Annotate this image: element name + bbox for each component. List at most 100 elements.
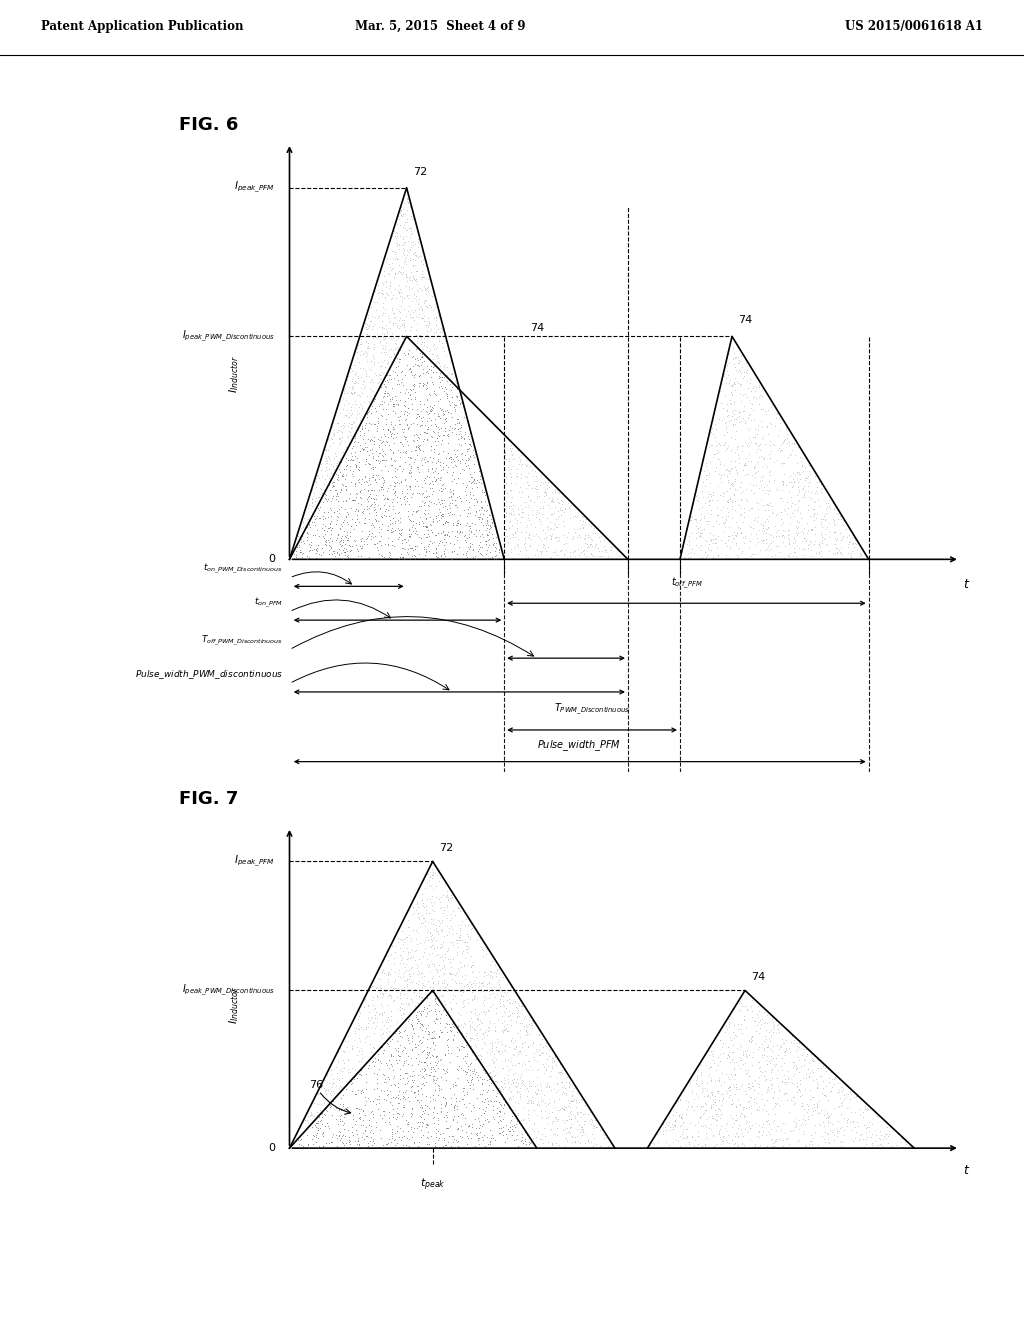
Point bbox=[868, 1105, 885, 1126]
Point bbox=[408, 1038, 424, 1059]
Point bbox=[527, 507, 544, 528]
Point bbox=[368, 510, 384, 531]
Point bbox=[398, 968, 415, 989]
Point bbox=[377, 487, 393, 508]
Point bbox=[460, 536, 476, 557]
Point bbox=[728, 1110, 744, 1131]
Point bbox=[797, 1049, 813, 1071]
Point bbox=[446, 1084, 463, 1105]
Point bbox=[424, 286, 440, 308]
Point bbox=[726, 998, 742, 1019]
Point bbox=[410, 1089, 426, 1110]
Point bbox=[393, 296, 410, 317]
Point bbox=[474, 1090, 490, 1111]
Point bbox=[458, 1034, 474, 1055]
Point bbox=[521, 1110, 538, 1131]
Point bbox=[477, 1019, 494, 1040]
Point bbox=[465, 952, 481, 973]
Point bbox=[739, 1047, 756, 1068]
Point bbox=[770, 408, 786, 429]
Point bbox=[393, 524, 410, 545]
Point bbox=[457, 1114, 473, 1135]
Point bbox=[372, 368, 388, 389]
Point bbox=[425, 356, 441, 378]
Point bbox=[327, 442, 343, 463]
Point bbox=[409, 330, 425, 351]
Point bbox=[423, 319, 439, 341]
Point bbox=[705, 490, 721, 511]
Point bbox=[379, 1018, 395, 1039]
Point bbox=[430, 325, 446, 346]
Point bbox=[344, 508, 360, 529]
Point bbox=[413, 347, 429, 368]
Point bbox=[396, 214, 413, 235]
Point bbox=[463, 957, 479, 978]
Point bbox=[513, 1065, 529, 1086]
Point bbox=[428, 1045, 444, 1067]
Point bbox=[463, 1052, 479, 1073]
Point bbox=[374, 317, 390, 338]
Point bbox=[430, 548, 446, 569]
Point bbox=[741, 404, 758, 425]
Point bbox=[404, 429, 421, 450]
Point bbox=[315, 1121, 332, 1142]
Point bbox=[487, 1019, 504, 1040]
Point bbox=[467, 998, 483, 1019]
Point bbox=[725, 414, 741, 436]
Point bbox=[513, 494, 529, 515]
Point bbox=[726, 527, 742, 548]
Point bbox=[413, 952, 429, 973]
Point bbox=[459, 939, 475, 960]
Point bbox=[740, 436, 757, 457]
Point bbox=[667, 1110, 683, 1131]
Point bbox=[725, 348, 741, 370]
Point bbox=[760, 1078, 776, 1100]
Point bbox=[338, 389, 354, 411]
Point bbox=[357, 507, 374, 528]
Point bbox=[451, 898, 467, 919]
Point bbox=[374, 310, 390, 331]
Point bbox=[474, 1084, 490, 1105]
Point bbox=[732, 543, 749, 564]
Point bbox=[804, 1049, 820, 1071]
Point bbox=[573, 1125, 590, 1146]
Point bbox=[400, 343, 417, 364]
Point bbox=[523, 459, 540, 480]
Point bbox=[335, 540, 351, 561]
Point bbox=[325, 424, 341, 445]
Point bbox=[487, 1036, 504, 1057]
Point bbox=[392, 997, 409, 1018]
Point bbox=[436, 408, 453, 429]
Point bbox=[404, 991, 421, 1012]
Point bbox=[349, 539, 366, 560]
Point bbox=[347, 531, 364, 552]
Point bbox=[415, 512, 431, 533]
Point bbox=[300, 1111, 316, 1133]
Point bbox=[547, 1097, 563, 1118]
Point bbox=[404, 393, 421, 414]
Point bbox=[359, 995, 376, 1016]
Point bbox=[420, 276, 436, 297]
Point bbox=[504, 1106, 520, 1127]
Point bbox=[378, 1011, 394, 1032]
Point bbox=[840, 1111, 856, 1133]
Point bbox=[535, 1133, 551, 1154]
Point bbox=[364, 494, 380, 515]
Point bbox=[402, 537, 419, 558]
Point bbox=[428, 384, 444, 405]
Point bbox=[468, 491, 484, 512]
Point bbox=[420, 1014, 436, 1035]
Point bbox=[785, 1065, 802, 1086]
Point bbox=[441, 1115, 458, 1137]
Point bbox=[319, 506, 336, 527]
Point bbox=[389, 226, 406, 247]
Point bbox=[382, 288, 398, 309]
Point bbox=[386, 424, 402, 445]
Point bbox=[445, 440, 462, 461]
Point bbox=[419, 372, 435, 393]
Point bbox=[397, 970, 414, 991]
Point bbox=[513, 467, 529, 488]
Point bbox=[410, 313, 426, 334]
Point bbox=[492, 958, 508, 979]
Point bbox=[380, 1084, 396, 1105]
